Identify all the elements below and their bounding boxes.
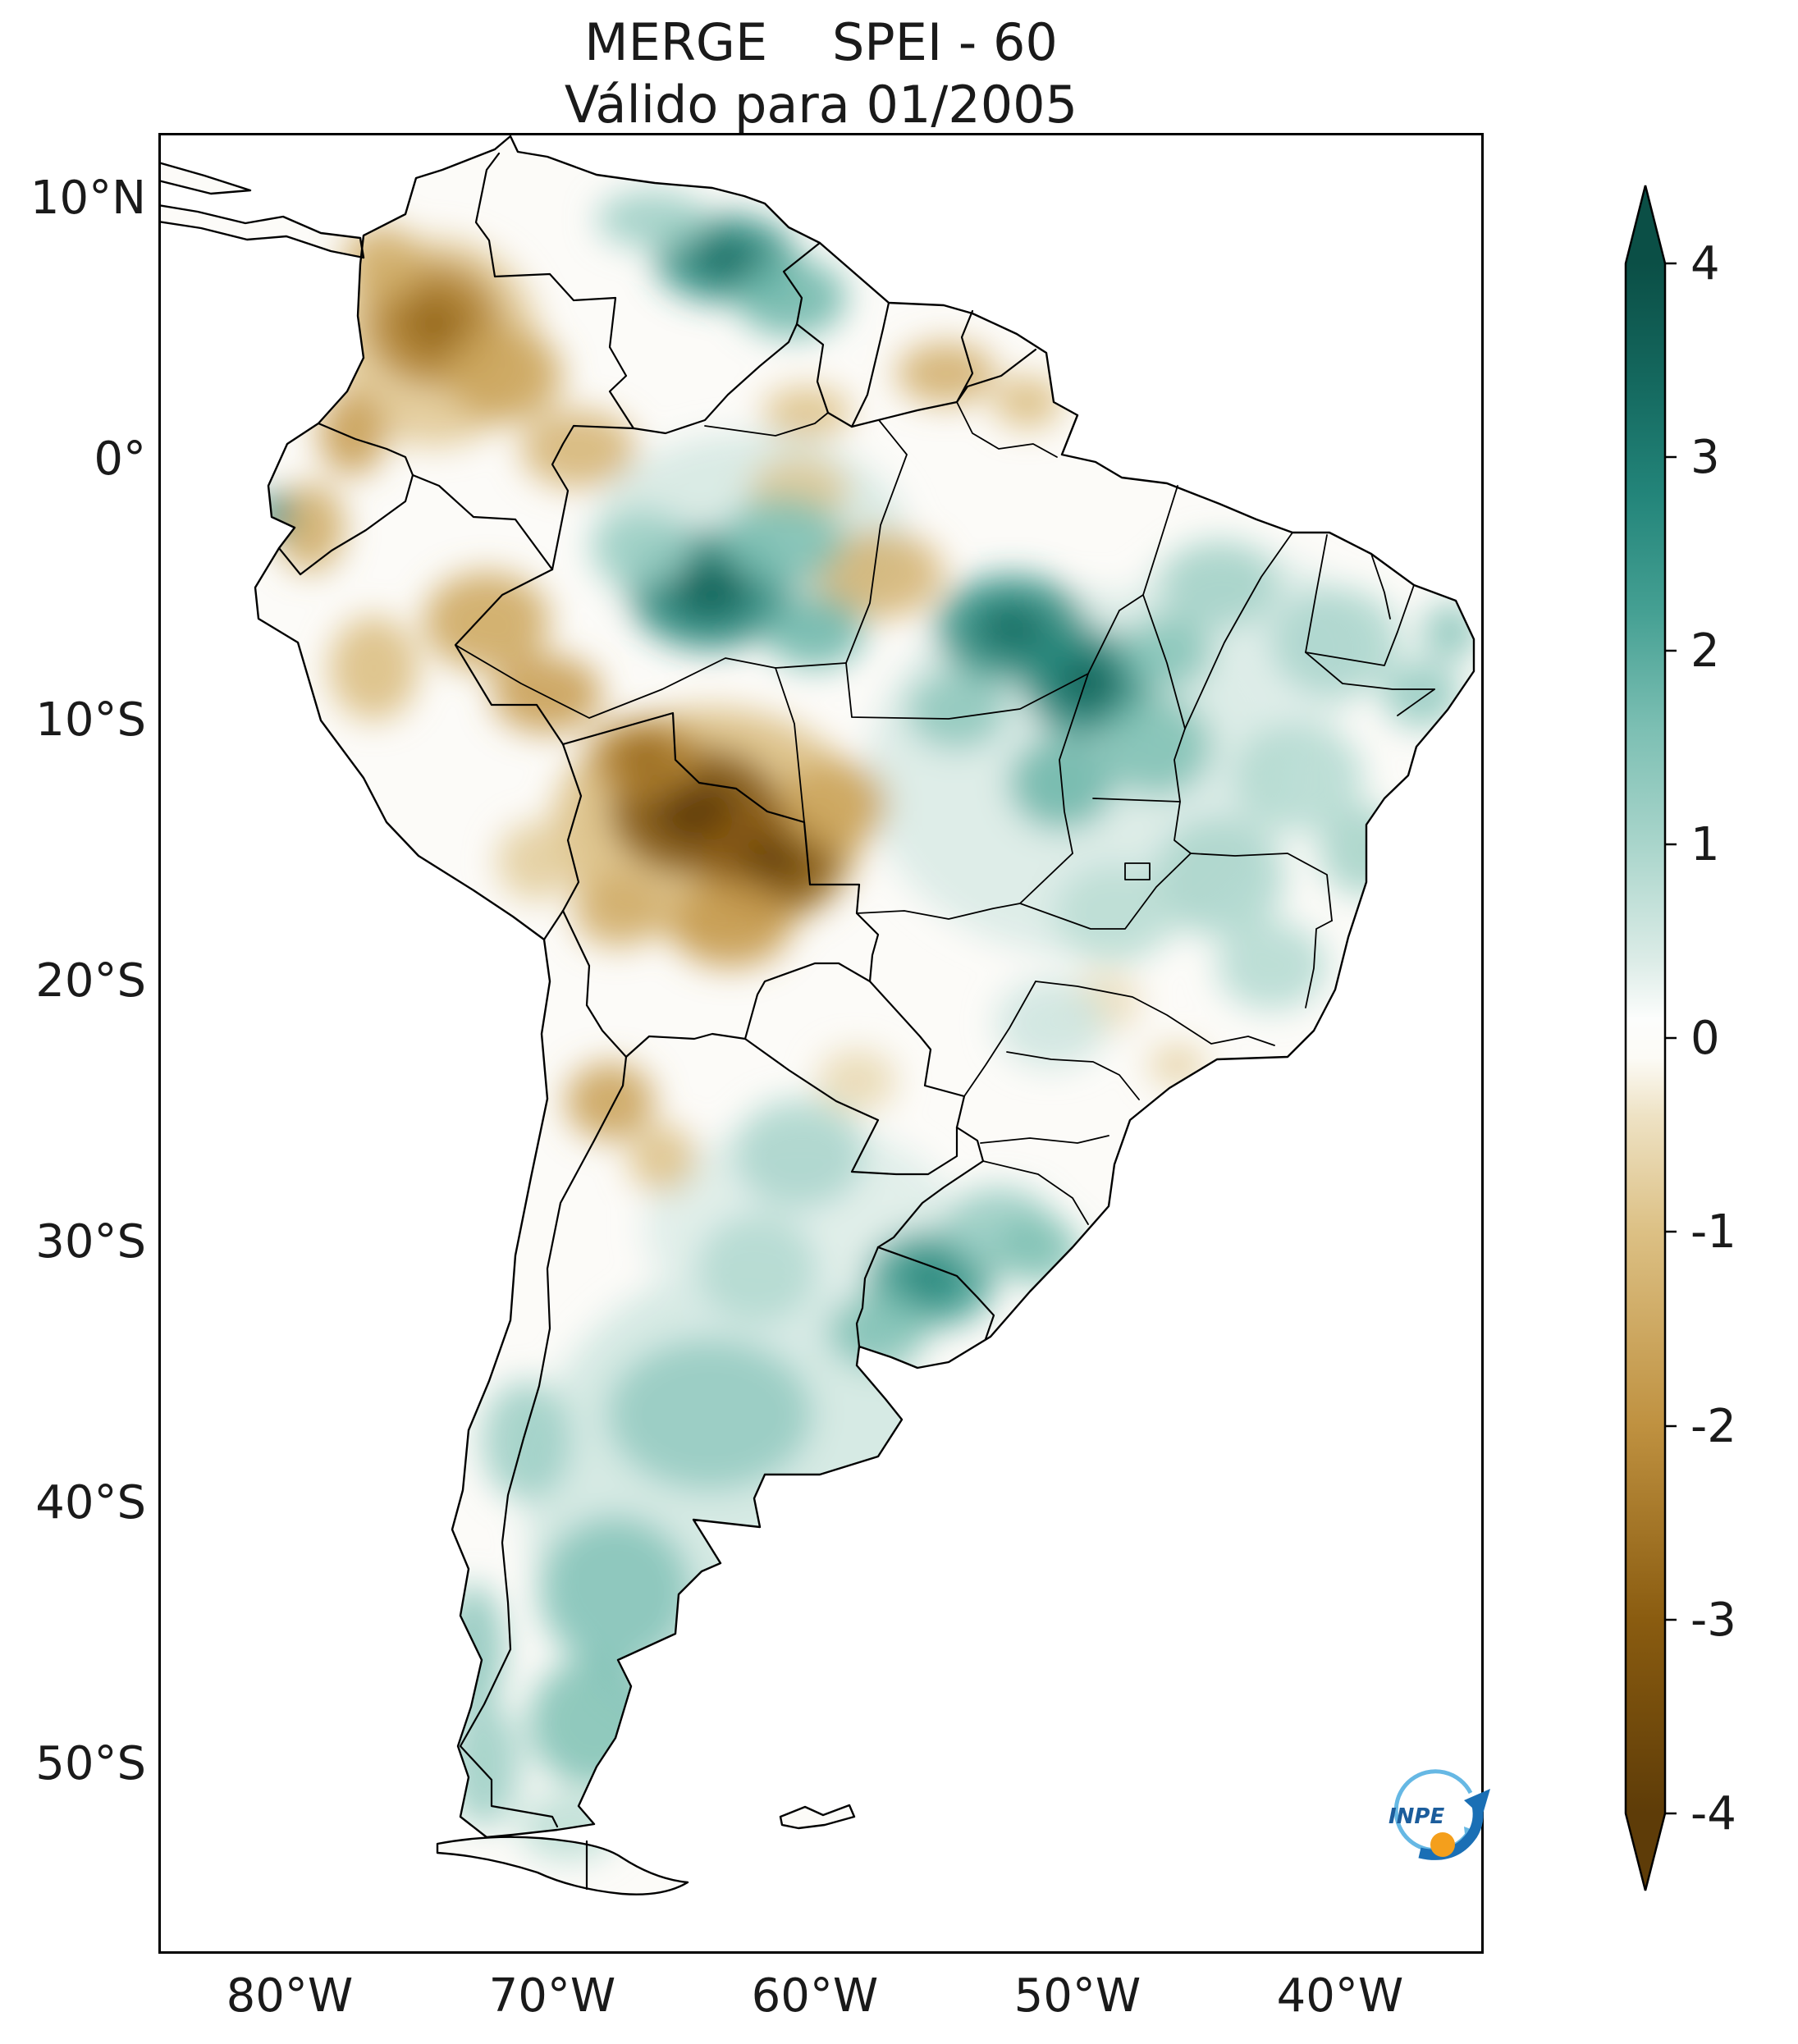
spei-region <box>342 224 421 298</box>
spei-region <box>616 737 672 777</box>
spei-region <box>812 529 944 619</box>
logo-arrowhead-icon <box>1464 1789 1490 1817</box>
spei-region <box>973 601 1050 657</box>
cbar-tick-m3: -3 <box>1690 1594 1736 1647</box>
spei-region <box>318 391 387 476</box>
lat-tick-50s: 50°S <box>35 1737 146 1790</box>
lon-tick-60w: 60°W <box>751 1969 879 2023</box>
spei-region <box>264 502 283 527</box>
spei-region <box>565 1062 655 1141</box>
spei-region <box>1055 656 1121 711</box>
cbar-tick-1: 1 <box>1690 818 1720 871</box>
lon-tick-70w: 70°W <box>488 1969 616 2023</box>
spei-region <box>765 595 865 669</box>
spei-region <box>995 1216 1081 1284</box>
spei-region <box>897 1254 963 1304</box>
spei-region <box>592 509 692 588</box>
spei-region <box>697 1214 818 1324</box>
cbar-tick-4: 4 <box>1690 237 1720 290</box>
colorbar <box>1624 185 1677 1891</box>
spei-region <box>817 1049 897 1113</box>
cbar-tick-m4: -4 <box>1690 1787 1736 1841</box>
spei-region <box>670 879 792 969</box>
spei-region <box>481 1380 571 1501</box>
spei-region <box>1269 587 1401 697</box>
spei-region <box>423 571 550 671</box>
spei-field-layer <box>255 190 1474 1861</box>
cbar-tick-m2: -2 <box>1690 1400 1736 1453</box>
colorbar-gradient-bar <box>1626 263 1665 1813</box>
spei-region <box>1148 1044 1206 1086</box>
logo-inpe-text: INPE <box>1389 1804 1444 1829</box>
cbar-tick-3: 3 <box>1690 431 1720 484</box>
spei-region <box>723 496 844 585</box>
spei-region <box>628 1124 698 1193</box>
spei-region <box>1054 863 1175 963</box>
spei-region <box>762 386 852 439</box>
spei-region <box>573 874 663 948</box>
spei-region <box>492 655 602 734</box>
spei-region <box>496 822 576 901</box>
colorbar-extend-max <box>1626 185 1665 263</box>
spei-region <box>733 1099 865 1209</box>
spei-region <box>1122 615 1212 689</box>
map-frame <box>158 133 1484 1954</box>
spei-region <box>736 258 847 337</box>
spei-region <box>896 341 996 405</box>
lat-tick-40s: 40°S <box>35 1476 146 1530</box>
spei-region <box>447 329 563 423</box>
page-subtitle: Válido para 01/2005 <box>564 74 1078 135</box>
spei-region <box>277 482 345 572</box>
spei-region <box>1232 723 1364 833</box>
spei-region <box>1100 697 1212 797</box>
spei-region <box>447 1701 521 1827</box>
spei-region <box>993 376 1062 428</box>
spei-region <box>597 190 707 249</box>
south-america-map <box>158 133 1484 1954</box>
inpe-logo: INPE <box>1389 1769 1490 1860</box>
figure-header: MERGE SPEI - 60 Válido para 01/2005 <box>158 11 1484 135</box>
state-borders <box>455 401 1435 1225</box>
lon-tick-80w: 80°W <box>226 1969 354 2023</box>
spei-region <box>1159 540 1280 629</box>
spei-region <box>995 978 1107 1068</box>
spei-region <box>607 1338 812 1491</box>
spei-region <box>518 1793 618 1861</box>
spei-region <box>690 236 762 281</box>
lon-tick-40w: 40°W <box>1276 1969 1404 2023</box>
spei-region <box>1319 806 1409 896</box>
spei-region <box>539 1516 692 1668</box>
lat-tick-30s: 30°S <box>35 1215 146 1269</box>
cbar-tick-2: 2 <box>1690 624 1720 678</box>
lat-tick-10s: 10°S <box>35 693 146 747</box>
spei-region <box>1216 921 1328 1010</box>
spei-region <box>907 670 1007 749</box>
spei-region <box>528 1657 661 1788</box>
spei-region <box>669 560 751 620</box>
spei-region <box>828 1294 928 1368</box>
spei-region <box>1382 660 1462 729</box>
lat-tick-20s: 20°S <box>35 954 146 1008</box>
lat-tick-0: 0° <box>94 432 146 486</box>
cbar-tick-0: 0 <box>1690 1012 1720 1065</box>
colorbar-extend-min <box>1626 1813 1665 1891</box>
coastline <box>158 135 1475 1895</box>
land-fill-layer <box>158 136 1474 1895</box>
spei-region <box>400 292 469 355</box>
lon-tick-50w: 50°W <box>1013 1969 1141 2023</box>
logo-orange-dot-icon <box>1430 1832 1455 1857</box>
spei-region <box>520 409 637 488</box>
spei-region <box>1153 816 1285 937</box>
page-title: MERGE SPEI - 60 <box>584 12 1058 72</box>
cbar-tick-m1: -1 <box>1690 1205 1736 1259</box>
colorbar-tick-marks <box>1665 262 1677 1815</box>
lat-tick-10n: 10°N <box>30 171 146 225</box>
spei-region <box>783 759 889 848</box>
spei-region <box>329 615 419 721</box>
spei-region <box>737 834 808 889</box>
